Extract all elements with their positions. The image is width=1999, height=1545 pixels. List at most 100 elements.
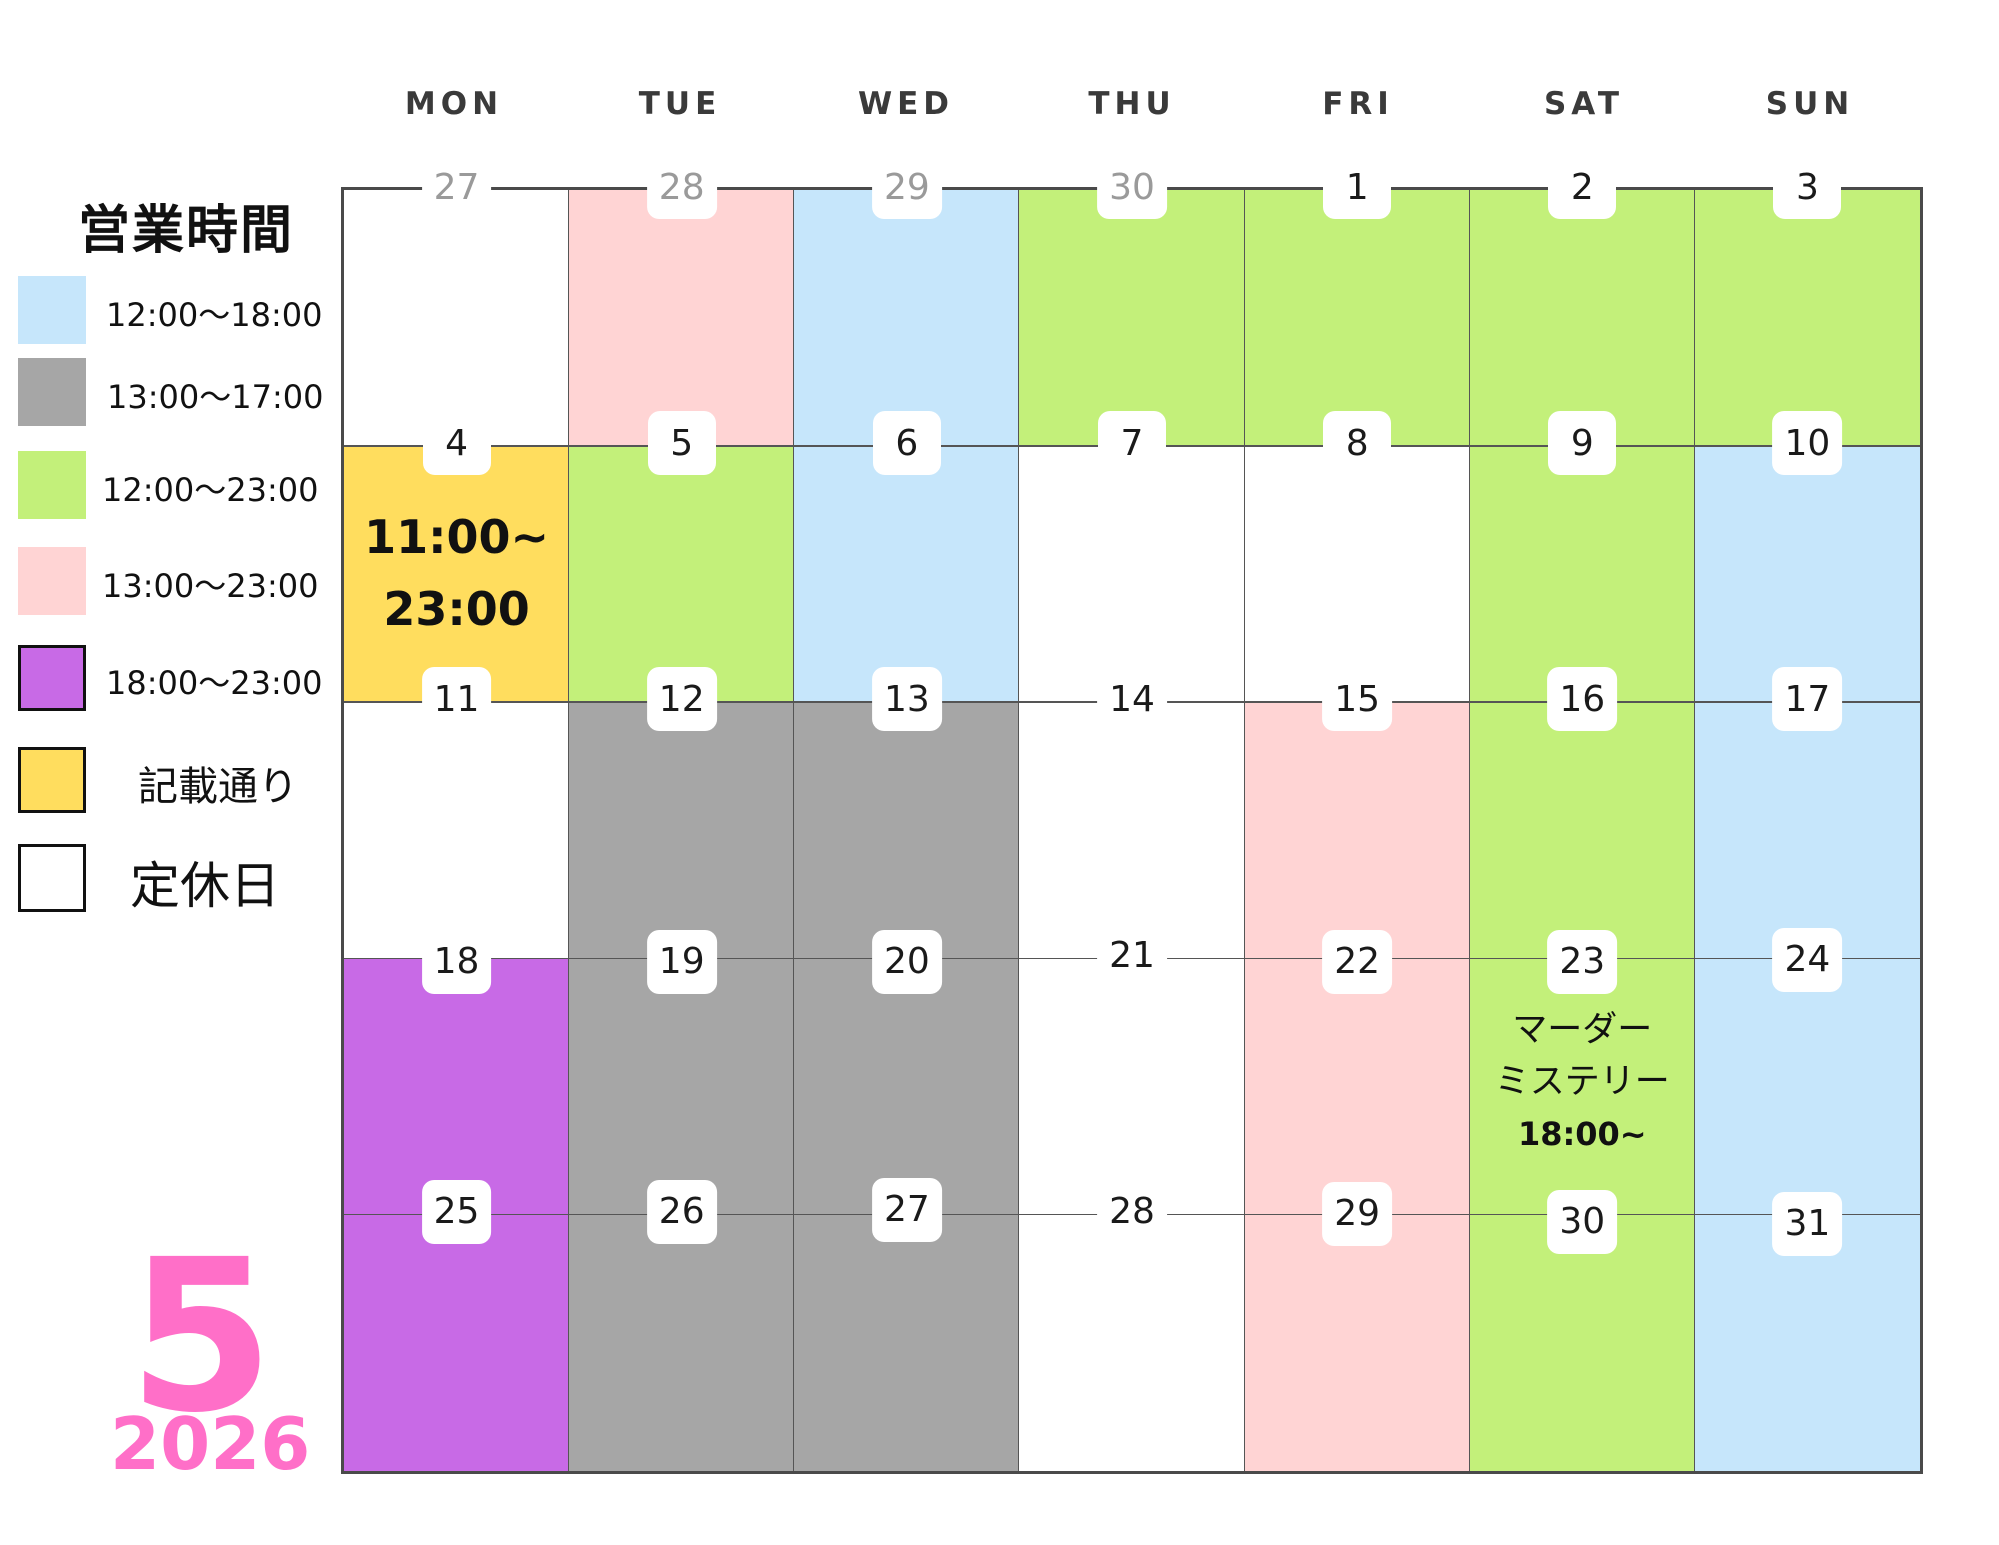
calendar-cell[interactable] [794,958,1020,1215]
day-number: 10 [1772,411,1843,476]
legend-swatch-green [18,451,86,519]
special-hours-end: 23:00 [383,582,530,637]
calendar-cell[interactable] [794,1214,1020,1471]
calendar-cell[interactable] [1469,190,1695,447]
legend-swatch-purple [18,645,86,711]
day-number: 11 [421,667,492,732]
calendar-cell[interactable] [569,446,795,703]
day-number: 29 [871,155,942,219]
day-number: 30 [1547,1189,1618,1254]
calendar-cell[interactable] [1694,1214,1920,1471]
legend-swatch-blue [18,276,86,344]
weekday-sun: SUN [1765,86,1855,122]
day-number: 28 [1097,1179,1167,1244]
day-number: 24 [1772,927,1843,992]
calendar-cell[interactable] [1694,958,1920,1215]
day-number: 9 [1548,411,1617,476]
special-hours-may-4: 11:00~ 23:00 [344,501,569,645]
calendar-cell[interactable] [1244,702,1470,959]
calendar-cell[interactable] [1019,190,1245,447]
day-number: 13 [871,667,942,732]
day-number: 15 [1322,667,1393,732]
calendar-cell[interactable] [1019,1214,1245,1471]
calendar-cell[interactable] [1694,702,1920,959]
event-title-line1: マーダー [1512,1009,1653,1050]
calendar-cell[interactable] [569,958,795,1215]
day-number: 3 [1773,155,1842,219]
calendar-cell[interactable] [1469,1214,1695,1471]
day-number: 7 [1098,411,1166,476]
legend-label-blue: 12:00〜18:00 [106,296,323,334]
calendar-cell[interactable] [344,190,570,447]
calendar-cell[interactable] [1694,446,1920,703]
legend-swatch-gray [18,358,86,426]
legend-label-gray: 13:00〜17:00 [107,378,324,416]
day-number: 1 [1323,155,1392,219]
day-number: 22 [1322,929,1393,994]
day-number: 8 [1323,411,1392,476]
calendar-cell[interactable] [794,190,1020,447]
calendar-cell[interactable] [1694,190,1920,447]
calendar-cell[interactable] [1244,1214,1470,1471]
month-number: 5 [128,1214,275,1459]
day-number: 27 [871,1177,942,1242]
calendar-cell[interactable] [569,702,795,959]
weekday-thu: THU [1088,86,1176,122]
day-number: 17 [1772,667,1843,732]
legend-swatch-white [18,844,86,912]
legend-label-yellow: 記載通り [138,764,298,810]
legend-swatch-pink [18,547,86,615]
calendar-cell[interactable] [1469,958,1695,1215]
calendar-cell[interactable] [1019,702,1245,959]
event-murder-mystery: マーダーミステリー 18:00~ [1470,1004,1695,1160]
calendar-cell[interactable] [794,702,1020,959]
day-number: 25 [421,1179,492,1244]
day-number: 16 [1547,667,1618,732]
calendar-cell[interactable] [1469,702,1695,959]
day-number: 21 [1097,923,1167,988]
day-number: 29 [1322,1181,1393,1246]
calendar-cell[interactable] [1244,190,1470,447]
day-number: 27 [421,155,492,219]
calendar-cell[interactable] [794,446,1020,703]
legend-label-pink: 13:00〜23:00 [102,567,319,605]
day-number: 30 [1097,155,1167,219]
day-number: 2 [1548,155,1617,219]
weekday-sat: SAT [1543,86,1625,122]
day-number: 12 [646,667,717,732]
day-number: 5 [647,411,716,476]
calendar-cell[interactable] [1019,446,1245,703]
legend-swatch-yellow [18,747,86,813]
calendar-cell[interactable] [344,702,570,959]
legend-label-purple: 18:00〜23:00 [106,664,323,702]
event-title-line2: ミステリー [1494,1061,1670,1102]
calendar-cell[interactable] [344,1214,570,1471]
calendar-cell[interactable] [1019,958,1245,1215]
year-number: 2026 [110,1402,311,1486]
weekday-fri: FRI [1322,86,1394,122]
day-number: 18 [421,929,492,994]
calendar-cell[interactable] [1469,446,1695,703]
legend-label-white: 定休日 [130,857,280,915]
calendar-cell[interactable] [1244,958,1470,1215]
special-hours-start: 11:00~ [364,510,550,565]
weekday-wed: WED [857,86,955,122]
calendar-cell[interactable] [569,1214,795,1471]
day-number: 14 [1097,667,1167,732]
day-number: 20 [871,929,942,994]
day-number: 31 [1772,1191,1843,1256]
day-number: 4 [422,411,491,476]
event-time: 18:00~ [1517,1114,1647,1153]
calendar-cell[interactable] [569,190,795,447]
calendar-cell[interactable] [1244,446,1470,703]
calendar-cell[interactable] [344,446,570,703]
calendar-cell[interactable] [344,958,570,1215]
day-number: 23 [1547,929,1618,994]
day-number: 26 [646,1179,717,1244]
calendar-grid: 27 28 29 30 1 2 3 4 5 6 7 8 9 10 11 12 13 14 15 16 17 18 19 20 2… [341,155,1923,1474]
day-number: 6 [872,411,941,476]
legend-label-green: 12:00〜23:00 [102,471,319,509]
day-number: 19 [646,929,717,994]
weekday-mon: MON [404,86,504,122]
legend-title: 営業時間 [78,201,295,261]
